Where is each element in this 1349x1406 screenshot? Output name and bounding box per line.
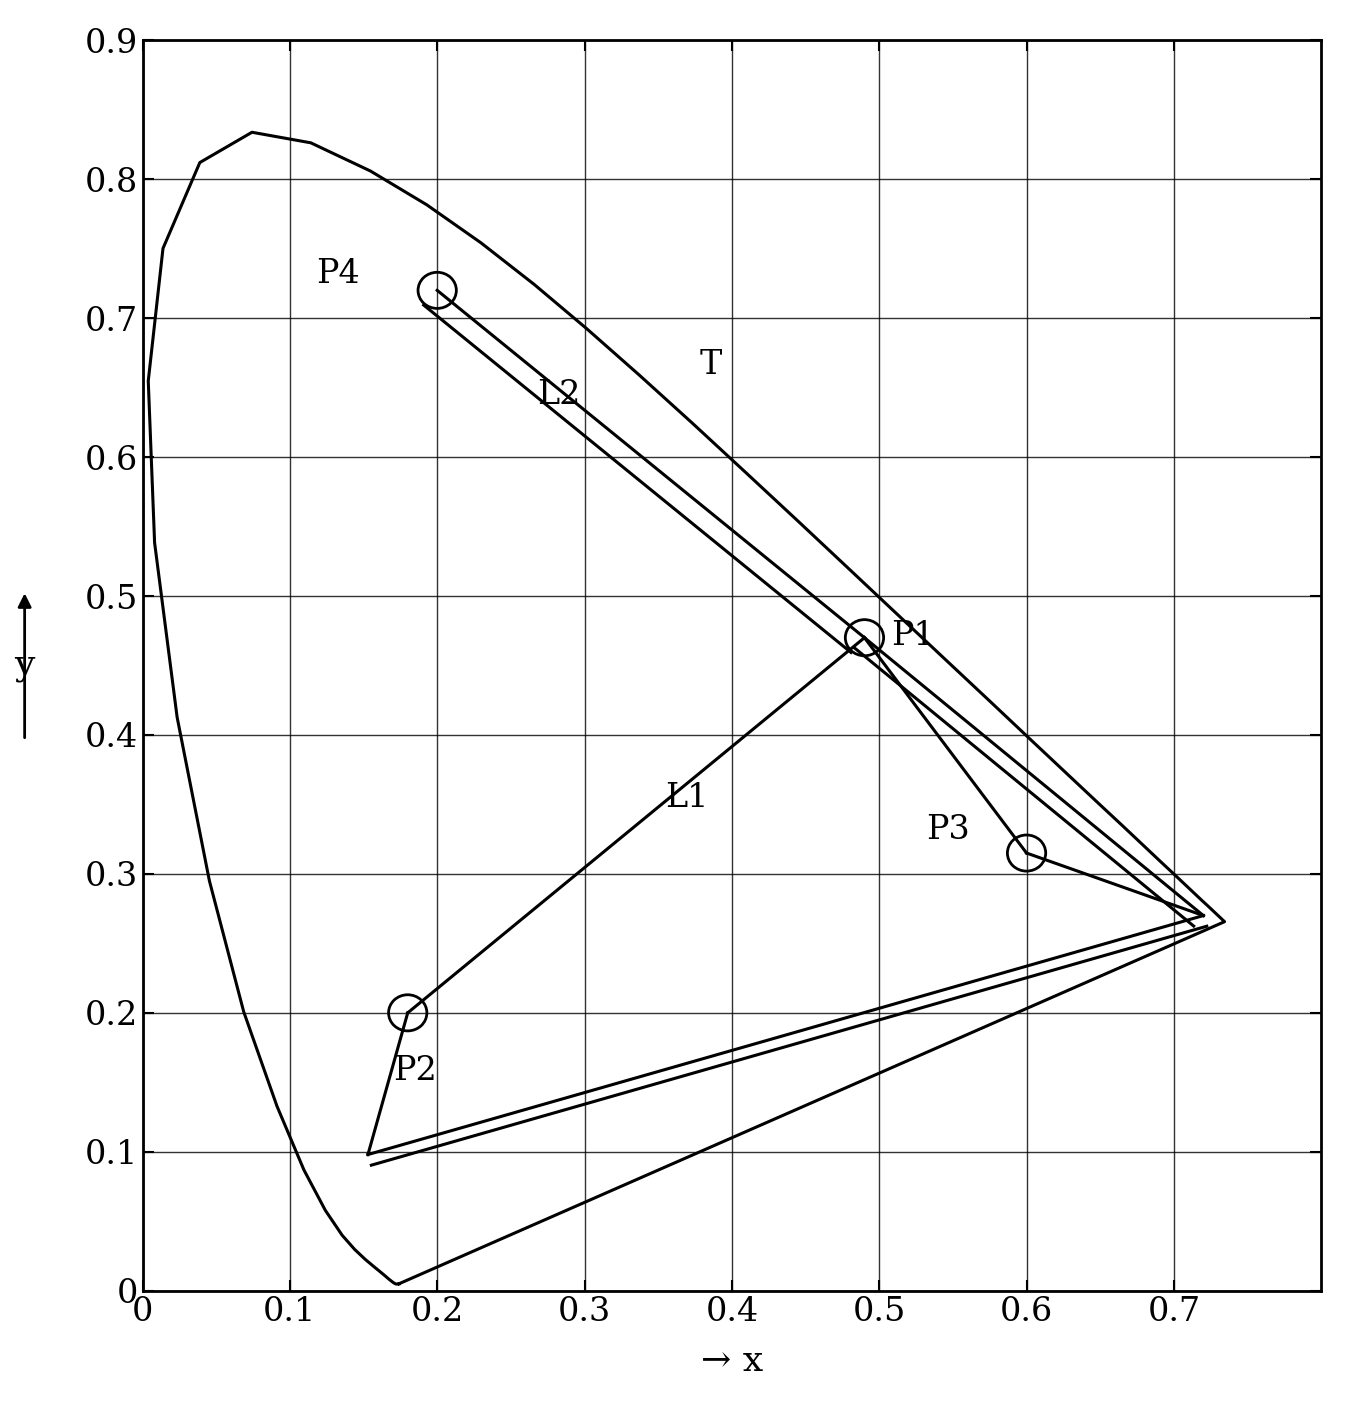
Text: P3: P3: [927, 814, 970, 846]
Text: P1: P1: [890, 620, 935, 651]
Text: P4: P4: [317, 259, 360, 291]
Text: T: T: [699, 349, 722, 381]
X-axis label: → x: → x: [700, 1344, 764, 1378]
Text: y: y: [15, 648, 35, 682]
Text: L2: L2: [537, 380, 581, 412]
Text: L1: L1: [665, 782, 710, 814]
Text: P2: P2: [393, 1054, 437, 1087]
